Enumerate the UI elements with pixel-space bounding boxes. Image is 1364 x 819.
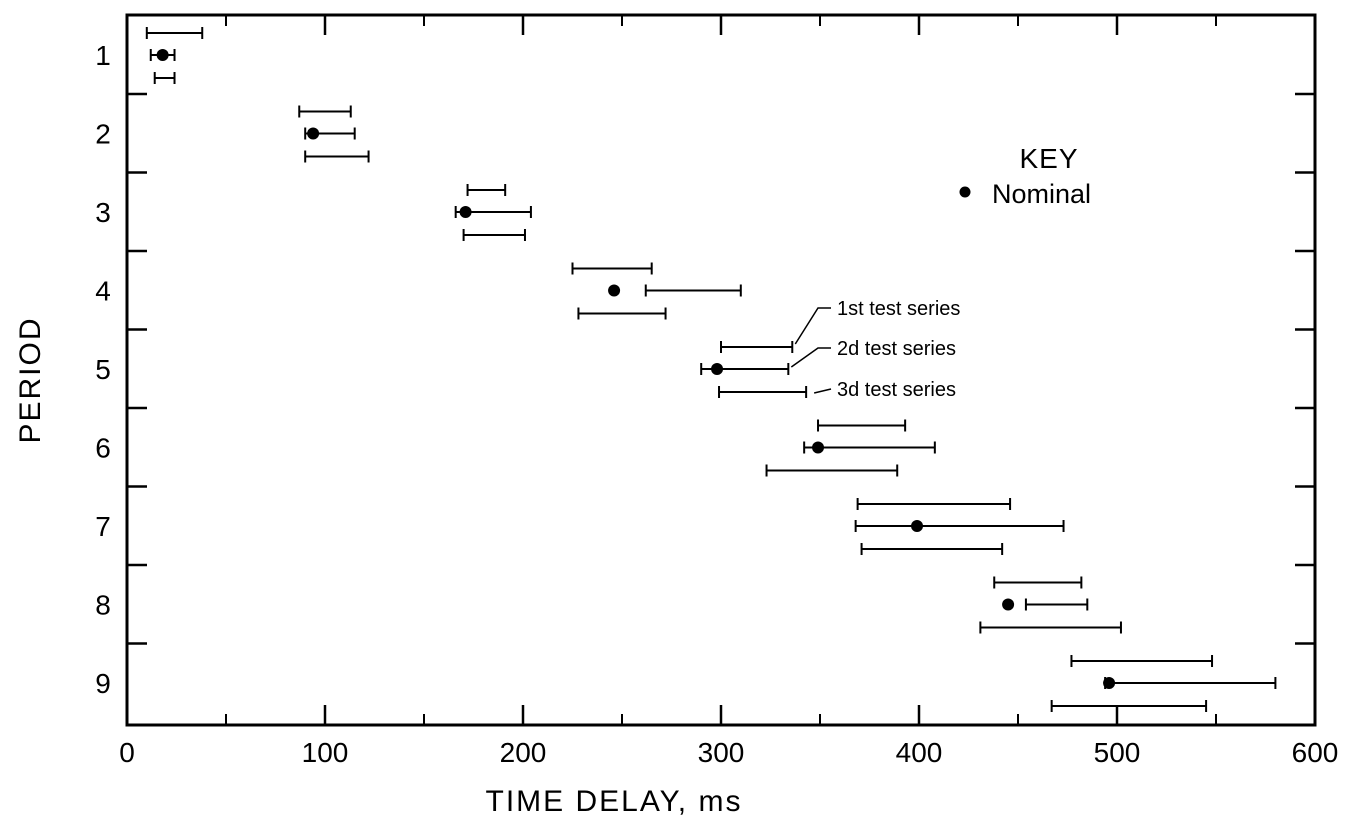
range-bar-series1-period6	[817, 419, 907, 432]
x-tick-label-0: 0	[119, 737, 135, 768]
range-bar-series2-period8	[1024, 598, 1089, 611]
tick-labels: 0 100 200 300 400 500 600 1 2 3 4 5 6 7 8 9	[95, 40, 1338, 768]
y-tick-label-6: 6	[95, 433, 111, 464]
x-tick-label-100: 100	[302, 737, 349, 768]
range-bar-series3-period1	[153, 72, 176, 84]
y-tick-label-5: 5	[95, 354, 111, 385]
range-bar-series3-period4	[577, 307, 667, 320]
x-tick-label-500: 500	[1094, 737, 1141, 768]
range-bar-series1-period3	[466, 184, 507, 196]
legend-title: KEY	[1019, 143, 1078, 174]
range-bar-series3-period7	[860, 543, 1004, 555]
range-bar-series3-period9	[1050, 700, 1208, 712]
error-bars	[145, 27, 1277, 712]
nominal-point-period9	[1103, 677, 1116, 689]
legend-marker	[959, 186, 971, 198]
x-tick-label-400: 400	[896, 737, 943, 768]
range-bar-series1-period1	[145, 27, 204, 39]
range-bar-series3-period8	[979, 621, 1122, 634]
annotation-label-2: 2d test series	[837, 338, 956, 360]
nominal-point-period3	[459, 206, 472, 218]
nominal-point-period1	[156, 49, 169, 61]
x-tick-label-600: 600	[1292, 737, 1339, 768]
range-bar-series3-period2	[304, 150, 370, 163]
annotation-label-1: 1st test series	[837, 298, 960, 320]
range-bar-series1-period8	[993, 576, 1083, 589]
series-annotations: 1st test series 2d test series 3d test ser…	[790, 298, 960, 401]
y-tick-label-7: 7	[95, 511, 111, 542]
y-tick-label-9: 9	[95, 668, 111, 699]
nominal-point-period2	[307, 127, 320, 140]
range-bar-series3-period6	[765, 464, 899, 477]
legend: KEY Nominal	[959, 143, 1091, 209]
nominal-point-period6	[812, 441, 825, 454]
range-bar-series1-period9	[1070, 655, 1214, 667]
annotation-leader-2	[790, 347, 831, 368]
nominal-point-period8	[1002, 598, 1015, 611]
range-bar-series2-period7	[854, 520, 1065, 532]
y-axis-title: PERIOD	[14, 316, 47, 443]
range-bar-series3-period5	[718, 386, 808, 398]
annotation-leader-1	[794, 307, 831, 345]
annotation-leader-3	[813, 388, 832, 394]
x-tick-label-200: 200	[500, 737, 547, 768]
nominal-point-period5	[711, 363, 724, 375]
y-tick-label-4: 4	[95, 276, 111, 307]
nominal-point-period4	[608, 284, 621, 297]
tick-marks	[125, 15, 1317, 725]
y-tick-label-8: 8	[95, 590, 111, 621]
y-tick-label-1: 1	[95, 40, 111, 71]
range-bar-series2-period9	[1104, 677, 1277, 689]
nominal-points	[156, 49, 1116, 689]
nominal-point-period7	[911, 520, 924, 532]
x-tick-label-300: 300	[698, 737, 745, 768]
annotation-label-3: 3d test series	[837, 379, 956, 401]
range-bar-series1-period4	[571, 262, 653, 275]
range-bar-series2-period4	[644, 284, 742, 297]
range-bar-series3-period3	[462, 229, 526, 241]
y-tick-label-2: 2	[95, 119, 111, 150]
range-bar-series1-period7	[856, 498, 1012, 510]
x-axis-title: TIME DELAY, ms	[486, 785, 743, 818]
range-bar-series2-period6	[803, 441, 936, 454]
range-bar-series1-period2	[298, 105, 352, 118]
y-tick-label-3: 3	[95, 197, 111, 228]
range-bar-series1-period5	[720, 341, 794, 353]
legend-label-nominal: Nominal	[992, 179, 1091, 209]
